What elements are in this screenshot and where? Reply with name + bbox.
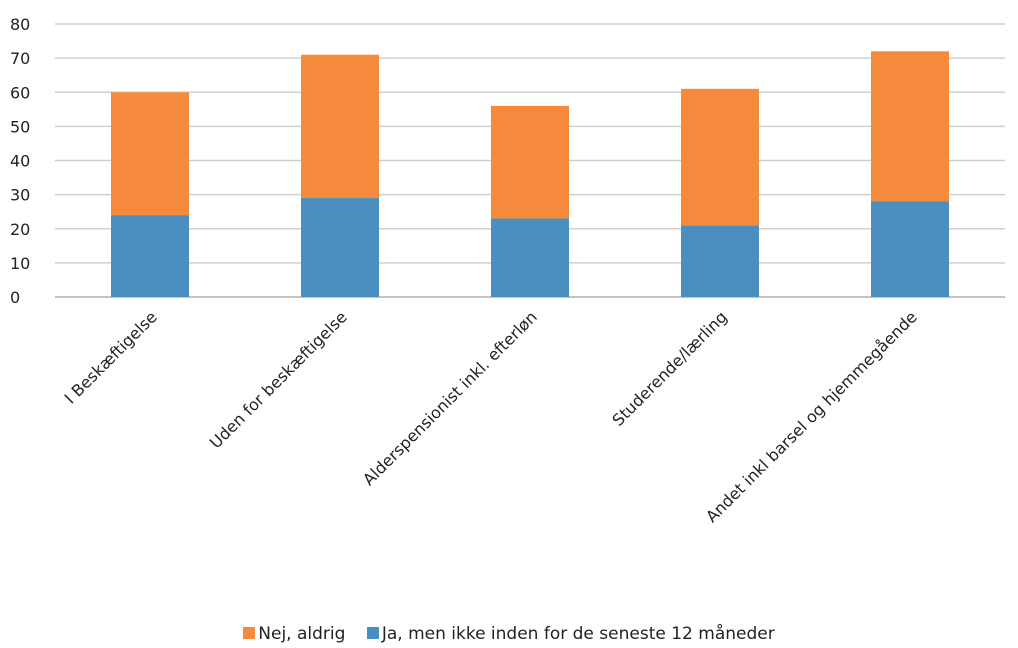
bar-ja-1 <box>301 198 379 297</box>
stacked-bar-chart: 0 10 20 30 40 50 60 70 80 I Beskæftigelse Uden fo… <box>10 15 1005 526</box>
bar-nej-0 <box>111 92 189 216</box>
x-category-label-3: Studerende/lærling <box>608 307 730 429</box>
x-axis-labels: I Beskæftigelse Uden for beskæftigelse Ald… <box>61 307 921 526</box>
legend-item-nej: Nej, aldrig <box>243 624 345 644</box>
bar-nej-3 <box>681 88 759 226</box>
legend-item-ja: Ja, men ikke inden for de seneste 12 mån… <box>366 624 775 644</box>
y-tick-label-70: 70 <box>10 49 30 68</box>
bar-ja-0 <box>111 215 189 297</box>
bar-ja-2 <box>491 218 569 297</box>
bar-nej-2 <box>491 105 569 219</box>
y-tick-label-60: 60 <box>10 83 30 102</box>
bars <box>111 51 949 297</box>
y-tick-label-40: 40 <box>10 152 30 171</box>
legend-label-ja: Ja, men ikke inden for de seneste 12 mån… <box>381 624 775 644</box>
legend: Nej, aldrig Ja, men ikke inden for de se… <box>0 624 1018 644</box>
x-category-label-0: I Beskæftigelse <box>61 307 161 407</box>
bar-ja-3 <box>681 225 759 297</box>
y-tick-label-0: 0 <box>10 288 20 307</box>
bar-nej-4 <box>871 51 949 202</box>
legend-swatch-ja <box>366 627 379 639</box>
y-tick-label-30: 30 <box>10 186 30 205</box>
y-axis-ticks: 0 10 20 30 40 50 60 70 80 <box>10 15 30 307</box>
x-category-label-2: Alderspensionist inkl. efterløn <box>359 307 541 489</box>
bar-ja-4 <box>871 201 949 297</box>
x-category-label-4: Andet inkl barsel og hjemmegående <box>702 307 921 526</box>
y-tick-label-80: 80 <box>10 15 30 34</box>
x-category-label-1: Uden for beskæftigelse <box>206 307 351 452</box>
legend-label-nej: Nej, aldrig <box>258 624 346 644</box>
y-tick-label-20: 20 <box>10 220 30 239</box>
bar-nej-1 <box>301 54 379 199</box>
legend-swatch-nej <box>243 627 256 639</box>
y-tick-label-10: 10 <box>10 254 30 273</box>
y-tick-label-50: 50 <box>10 117 30 136</box>
